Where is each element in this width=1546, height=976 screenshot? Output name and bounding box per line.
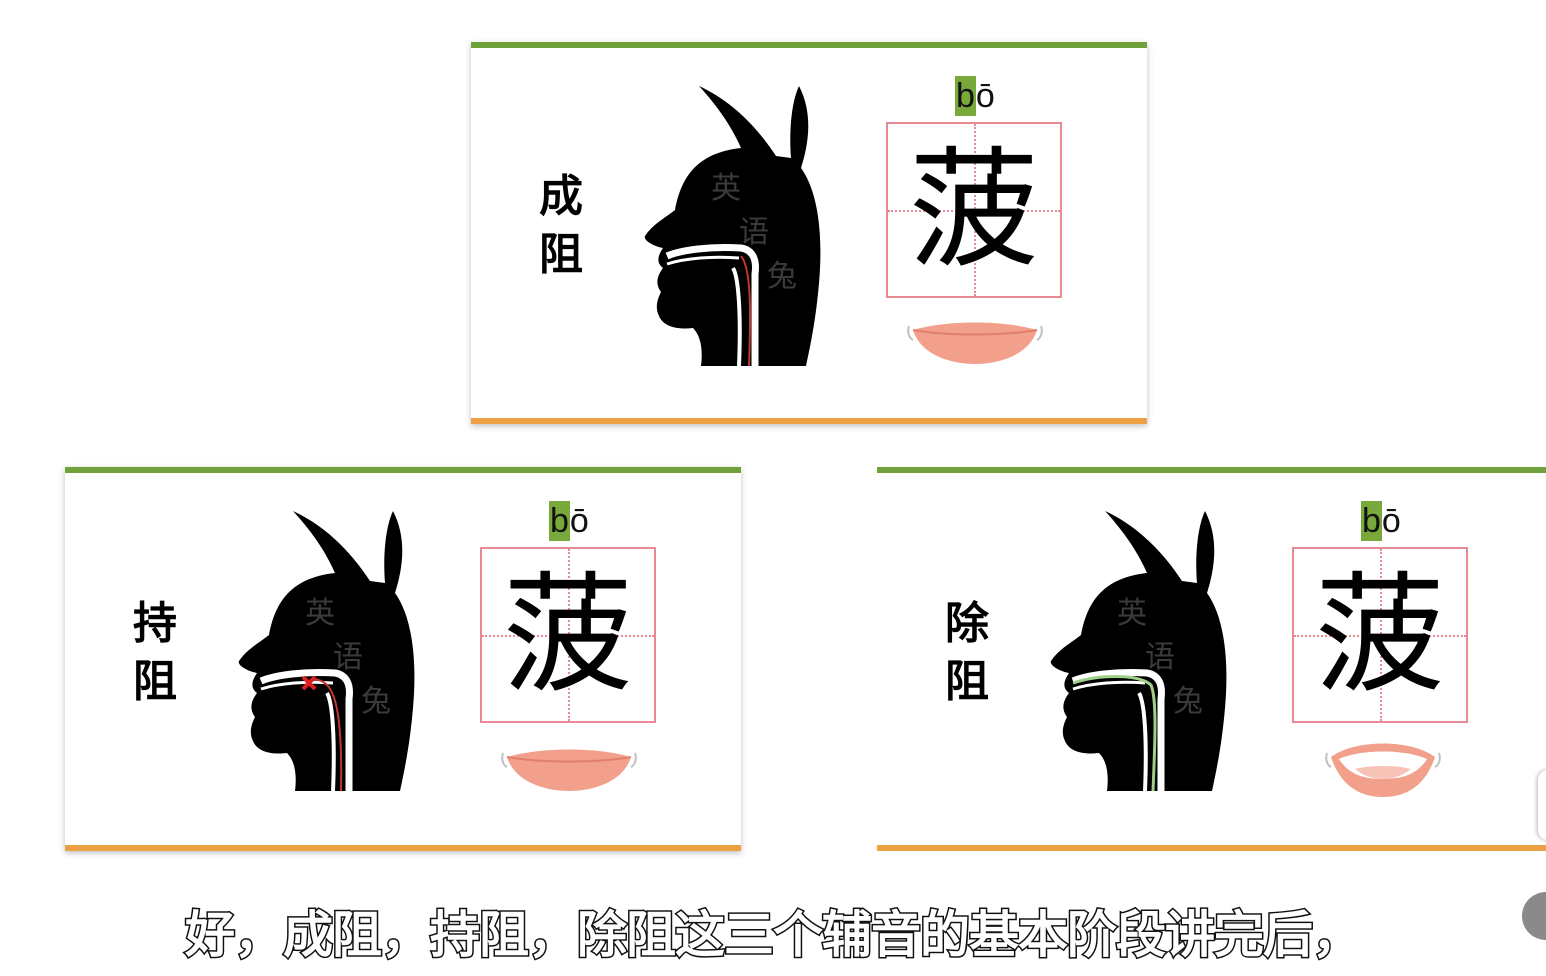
side-panel-tab[interactable] [1538,770,1546,840]
vocal-tract-head-icon: 英 语 兔 [644,86,821,367]
stage-label: 成 阻 [539,171,583,280]
stage-card-release: 除 阻 英 语 兔 bō 菠 [877,467,1546,851]
stage-card-hold: 持 阻 英 语 兔 bō 菠 [65,467,741,851]
vocal-tract-head-icon: 英 语 兔 [1050,511,1227,792]
stage-card-formation: 成 阻 英 语 兔 bō 菠 [471,42,1147,424]
svg-text:英: 英 [1117,596,1147,631]
stage-label: 持 阻 [133,598,177,707]
open-lips-icon [1325,743,1441,797]
svg-text:英: 英 [711,171,741,206]
stage-label: 除 阻 [945,598,989,707]
character: 菠 [1314,559,1445,711]
character: 菠 [908,134,1039,286]
character-grid: 菠 [886,122,1062,298]
closed-lips-icon [501,749,637,791]
blocked-airflow-icon [301,675,317,691]
character-grid: 菠 [480,547,656,723]
subtitle-caption: 好，成阻，持阻，除阻这三个辅音的基本阶段讲完后， [184,905,1364,966]
closed-lips-icon [907,322,1043,364]
character-grid: 菠 [1292,547,1468,723]
svg-text:语: 语 [739,215,769,250]
pinyin-label: bō [955,76,995,116]
pinyin-label: bō [549,501,589,541]
character: 菠 [502,559,633,711]
vocal-tract-head-icon: 英 语 兔 [238,511,415,792]
svg-text:英: 英 [305,596,335,631]
svg-text:兔: 兔 [767,259,797,294]
svg-text:语: 语 [333,640,363,675]
pinyin-label: bō [1361,501,1401,541]
svg-text:兔: 兔 [361,684,391,719]
svg-text:兔: 兔 [1173,684,1203,719]
svg-text:语: 语 [1145,640,1175,675]
